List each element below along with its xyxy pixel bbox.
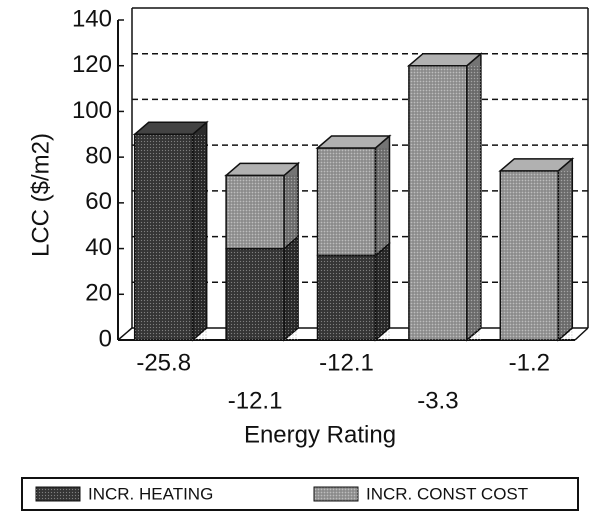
y-tick-label: 40: [85, 234, 112, 261]
x-tick-label: -12.1: [228, 387, 283, 414]
legend-texture: [36, 487, 80, 501]
y-tick-label: 20: [85, 280, 112, 307]
legend-label: INCR. CONST COST: [366, 484, 528, 503]
legend-box: [21, 477, 579, 511]
bar-texture: [408, 65, 481, 340]
bar-top: [132, 121, 209, 136]
y-tick-label: 0: [99, 325, 112, 352]
bar-top: [224, 162, 301, 177]
y-tick-label: 140: [72, 5, 112, 32]
x-tick-label: -1.2: [509, 349, 550, 376]
bar-top: [406, 52, 483, 67]
bar-texture: [226, 248, 299, 340]
x-tick-label: -25.8: [136, 349, 191, 376]
bar-texture: [317, 148, 390, 256]
y-tick-label: 100: [72, 97, 112, 124]
y-tick-label: 80: [85, 142, 112, 169]
bar-texture: [134, 134, 207, 340]
bar-texture: [500, 170, 573, 340]
y-tick-label: 120: [72, 51, 112, 78]
bar-texture: [317, 255, 390, 340]
x-tick-label: -3.3: [417, 387, 458, 414]
bar-top: [498, 158, 575, 172]
legend-label: INCR. HEATING: [88, 484, 213, 503]
bar-top: [315, 135, 392, 149]
y-tick-label: 60: [85, 188, 112, 215]
bar-texture: [226, 175, 299, 249]
x-axis-title: Energy Rating: [244, 421, 396, 448]
legend-texture: [314, 487, 358, 501]
x-tick-label: -12.1: [319, 349, 374, 376]
y-axis-title: LCC ($/m2): [27, 133, 54, 257]
